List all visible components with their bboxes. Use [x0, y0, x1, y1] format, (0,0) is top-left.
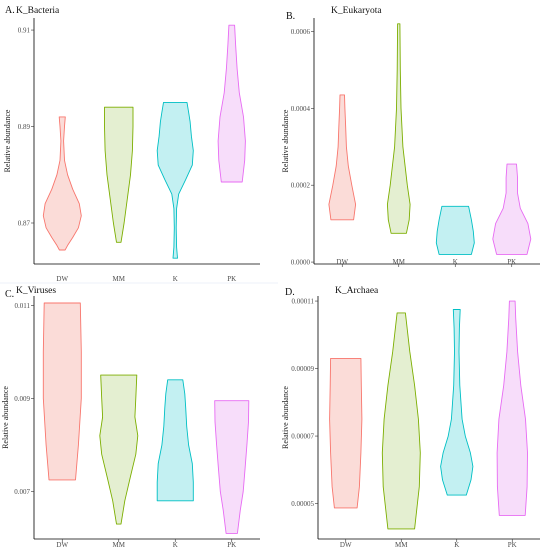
y-tick-label: 0.0002 — [291, 182, 311, 190]
panel-title: K_Bacteria — [16, 6, 60, 16]
y-tick-label: 0.0000 — [291, 259, 311, 267]
violin-dw — [328, 94, 357, 221]
y-tick-label: 0.00009 — [291, 365, 314, 373]
panel-letter: C. — [5, 289, 14, 300]
panel-k-archaea: 0.00005 0.00007 0.00009 0.00011 DW MM K PK D. K_A… — [281, 286, 540, 548]
y-tick-label: 0.0004 — [291, 105, 311, 113]
panel-letter: A. — [5, 5, 15, 16]
y-tick-label: 0.007 — [14, 488, 30, 496]
panel-letter: B. — [286, 11, 295, 22]
x-tick-label-pk: PK — [227, 275, 236, 283]
violin-mm — [99, 374, 139, 525]
violin-dw — [42, 302, 82, 481]
panel-title: K_Archaea — [335, 286, 379, 296]
y-tick-label: 0.89 — [18, 123, 31, 131]
x-tick-label-pk: PK — [507, 258, 516, 266]
x-tick-label-k: K — [173, 275, 178, 283]
y-tick-label: 0.011 — [15, 302, 31, 310]
y-tick-label: 0.009 — [14, 395, 30, 403]
y-tick-label: 0.00007 — [291, 433, 314, 441]
panel-k-bacteria: 0.87 0.89 0.91 DW MM K PK A. K_Bacteria Relative … — [3, 5, 260, 283]
y-tick-label: 0.0006 — [291, 28, 311, 36]
violin-k — [435, 205, 475, 255]
x-tick-label-k: K — [453, 258, 458, 266]
x-tick-label-pk: PK — [508, 541, 517, 548]
x-tick-label-mm: MM — [113, 275, 126, 283]
violin-dw — [329, 357, 363, 509]
violin-k — [156, 379, 194, 502]
y-axis-title: Relative abundance — [1, 386, 10, 449]
panel-letter: D. — [285, 287, 295, 298]
x-tick-label-mm: MM — [393, 258, 406, 266]
x-tick-label-dw: DW — [340, 541, 352, 548]
x-tick-label-pk: PK — [227, 541, 236, 548]
violin-pk — [214, 400, 250, 534]
violin-mm — [386, 23, 411, 234]
y-axis-title: Relative abundance — [281, 109, 290, 172]
violin-mm — [381, 312, 421, 530]
x-tick-label-k: K — [454, 541, 459, 548]
y-tick-label: 0.00011 — [292, 298, 315, 306]
violin-k — [440, 309, 474, 496]
x-tick-label-k: K — [173, 541, 178, 548]
y-tick-label: 0.00005 — [291, 500, 314, 508]
y-tick-label: 0.87 — [18, 220, 31, 228]
x-tick-label-mm: MM — [395, 541, 408, 548]
y-axis-title: Relative abundance — [281, 386, 290, 449]
panel-title: K_Viruses — [16, 286, 56, 296]
panel-title: K_Eukaryota — [331, 6, 382, 16]
y-tick-label: 0.91 — [18, 27, 31, 35]
x-tick-label-dw: DW — [336, 258, 348, 266]
x-tick-label-dw: DW — [56, 541, 68, 548]
panel-k-viruses: 0.007 0.009 0.011 DW MM K PK C. K_Viruses Relativ… — [1, 286, 260, 548]
x-tick-label-dw: DW — [56, 275, 68, 283]
y-axis-title: Relative abundance — [3, 109, 12, 172]
violin-k — [156, 101, 194, 259]
panel-k-eukaryota: 0.0000 0.0002 0.0004 0.0006 DW MM K PK B. K_Eukar… — [281, 6, 540, 267]
violin-mm — [104, 106, 134, 243]
violin-pk — [496, 300, 528, 516]
panels-group: 0.87 0.89 0.91 DW MM K PK A. K_Bacteria Relative … — [1, 5, 540, 548]
violin-dw — [42, 116, 82, 251]
violin-pk — [492, 163, 532, 255]
x-tick-label-mm: MM — [113, 541, 126, 548]
violin-pk — [217, 24, 246, 183]
